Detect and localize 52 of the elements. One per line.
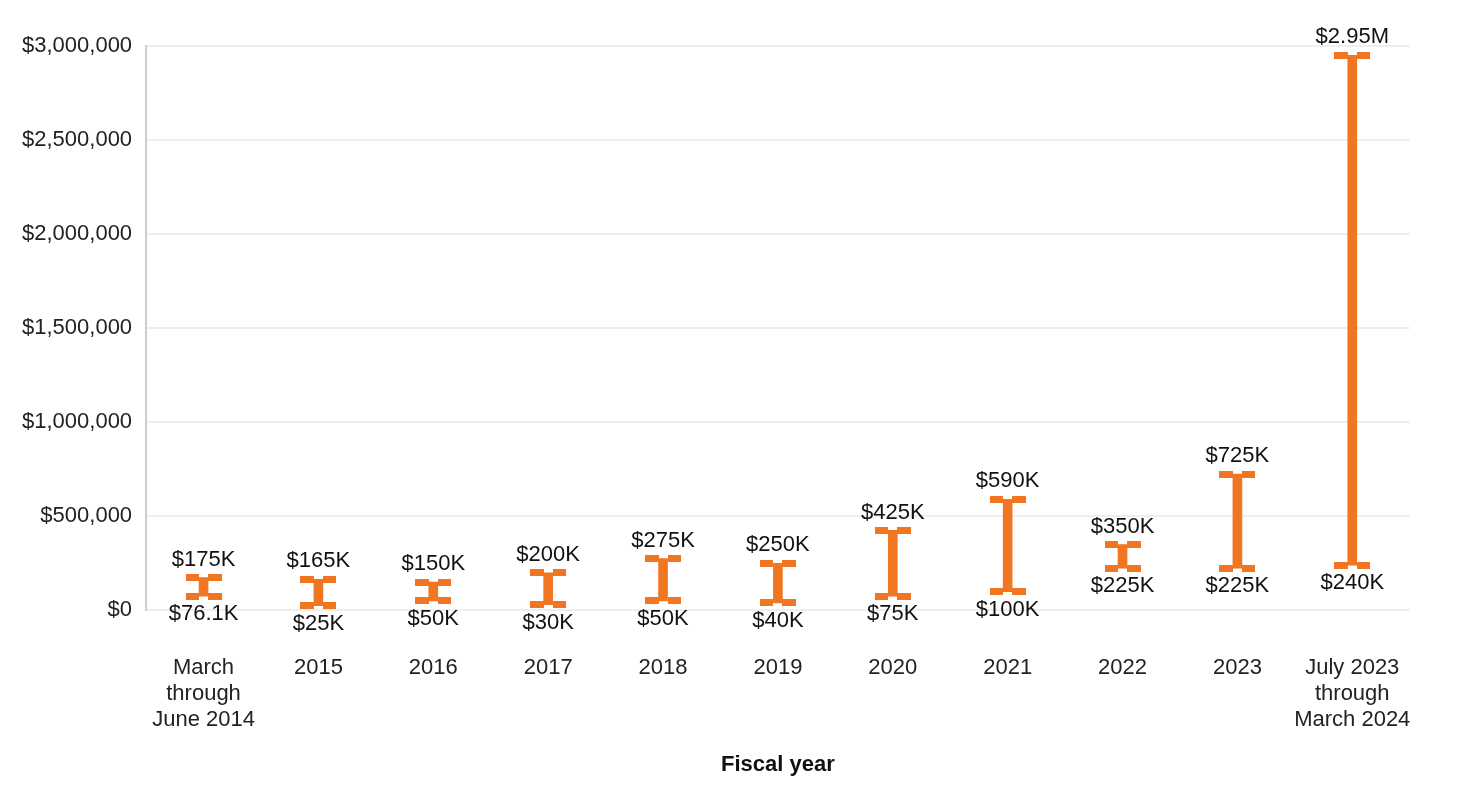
x-tick-label: 2019 [753,653,803,679]
bar [198,577,209,597]
bar [1117,544,1128,569]
x-tick-label: March through June 2014 [152,653,255,732]
bar [658,558,668,602]
annotation: $50K [637,605,690,631]
bar [1002,499,1013,592]
annotation: $590K [975,467,1040,493]
y-tick-label: $0 [107,596,133,622]
x-tick-label: 2020 [868,653,918,679]
y-tick-label: $1,000,000 [22,408,133,434]
bar [428,581,439,602]
bar [1347,55,1358,566]
annotation: $150K [401,550,466,576]
y-tick-label: $1,500,000 [22,314,133,340]
annotation: $200K [516,540,581,566]
x-tick-label: 2016 [408,653,458,679]
bar [773,563,783,604]
x-tick-label: 2015 [293,653,343,679]
bar [1232,473,1243,569]
bar [543,572,553,606]
annotation: $76.1K [168,600,239,626]
x-tick-label: 2023 [1212,653,1262,679]
annotation: $225K [1205,572,1270,598]
annotation: $425K [860,498,925,524]
x-axis-title: Fiscal year [721,750,836,776]
bar [887,530,898,597]
annotation: $250K [746,531,811,557]
y-tick-label: $500,000 [40,502,133,528]
x-tick-label: 2021 [983,653,1033,679]
x-tick-label: 2017 [523,653,573,679]
annotation: $275K [631,526,696,552]
annotation: $240K [1320,569,1385,595]
annotation: $40K [752,606,804,632]
annotation: $75K [867,600,919,626]
annotation: $2.95M [1315,23,1389,49]
annotation: $165K [286,547,351,573]
annotation: $25K [292,609,345,635]
annotation: $725K [1205,442,1270,468]
annotation: $50K [407,605,460,631]
y-tick-label: $2,000,000 [22,220,133,246]
bar [313,579,324,607]
y-tick-label: $3,000,000 [22,32,133,58]
annotation: $100K [975,595,1040,621]
annotation: $175K [171,545,236,571]
x-tick-label: 2018 [638,653,688,679]
x-tick-label: 2022 [1098,653,1148,679]
y-tick-label: $2,500,000 [22,126,133,152]
annotation: $225K [1090,572,1155,598]
annotation: $30K [522,608,575,634]
annotation: $350K [1090,512,1155,538]
x-tick-label: July 2023 through March 2024 [1294,653,1411,732]
